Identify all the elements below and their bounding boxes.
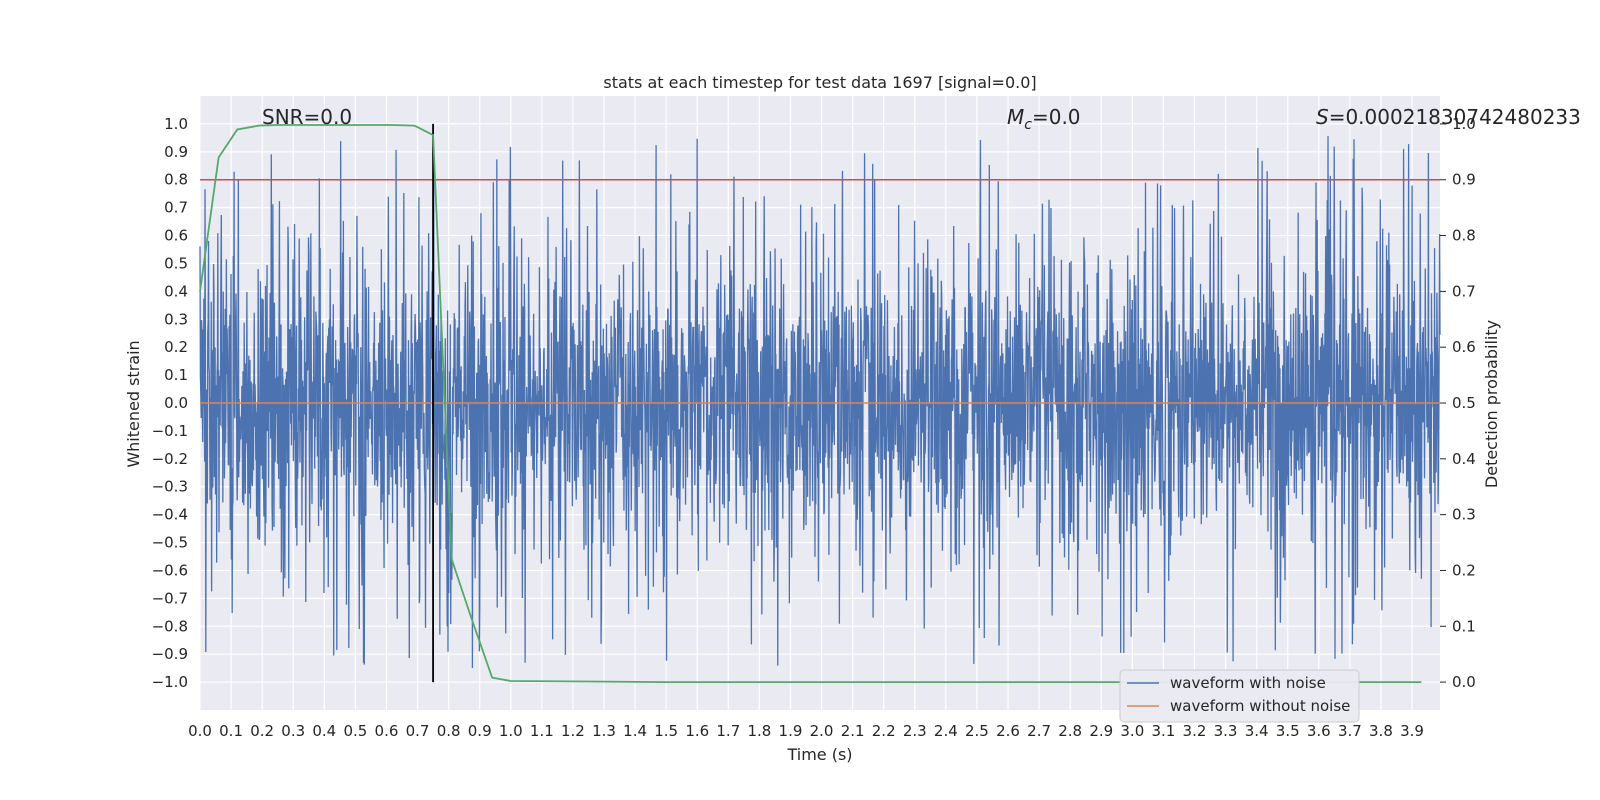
x-tick-label: 3.5 [1276, 722, 1300, 740]
y-tick-label: 0.3 [164, 310, 188, 328]
y2-tick-label: 1.0 [1452, 115, 1476, 133]
y-tick-label: 0.9 [164, 143, 188, 161]
x-tick-label: 1.6 [685, 722, 709, 740]
y-tick-label: −0.8 [152, 617, 188, 635]
y2-tick-label: 0.9 [1452, 171, 1476, 189]
mc-annotation: Mc=0.0 [1007, 105, 1081, 133]
mc-symbol: M [1007, 105, 1024, 129]
x-tick-label: 3.9 [1400, 722, 1424, 740]
series-detection-probability [199, 124, 1422, 683]
x-tick-label: 1.5 [654, 722, 678, 740]
x-tick-label: 2.9 [1089, 722, 1113, 740]
y-tick-label: 0.7 [164, 199, 188, 217]
x-tick-label: 1.4 [623, 722, 647, 740]
x-tick-label: 2.7 [1027, 722, 1051, 740]
legend-label-noise[interactable]: waveform with noise [1170, 674, 1326, 692]
y-tick-label: 0.0 [164, 394, 188, 412]
s-value: =0.00021830742480233 [1329, 105, 1581, 129]
s-annotation: S=0.00021830742480233 [1316, 105, 1581, 129]
y-tick-label: 0.6 [164, 227, 188, 245]
y2-tick-label: 0.7 [1452, 282, 1476, 300]
x-tick-label: 3.0 [1120, 722, 1144, 740]
y-tick-label: 0.5 [164, 254, 188, 272]
s-symbol: S [1316, 105, 1329, 129]
y-tick-label: 0.1 [164, 366, 188, 384]
x-tick-label: 0.5 [343, 722, 367, 740]
y-tick-label: 1.0 [164, 115, 188, 133]
x-tick-label: 0.1 [219, 722, 243, 740]
snr-annotation: SNR=0.0 [262, 105, 352, 129]
x-tick-label: 0.6 [375, 722, 399, 740]
x-tick-label: 1.0 [499, 722, 523, 740]
y2-tick-label: 0.6 [1452, 338, 1476, 356]
y2-axis-label: Detection probability [1482, 320, 1501, 488]
x-tick-label: 2.6 [996, 722, 1020, 740]
y-tick-label: −0.6 [152, 561, 188, 579]
y2-tick-label: 0.2 [1452, 561, 1476, 579]
x-tick-label: 0.8 [437, 722, 461, 740]
x-tick-label: 2.8 [1058, 722, 1082, 740]
y2-tick-label: 0.8 [1452, 227, 1476, 245]
x-tick-label: 0.4 [312, 722, 336, 740]
legend-box [1119, 669, 1360, 723]
x-tick-label: 2.5 [965, 722, 989, 740]
y-tick-label: −1.0 [152, 673, 188, 691]
x-tick-labels: 0.0 0.1 0.2 0.3 0.4 0.5 0.6 0.7 0.8 0.9 1.0 1.1 1.2 1… [188, 722, 1424, 740]
x-tick-label: 3.6 [1307, 722, 1331, 740]
mc-value: =0.0 [1032, 105, 1081, 129]
y2-tick-labels: 1.0 0.9 0.8 0.7 0.6 0.5 0.4 0.3 0.2 0.1 0.0 [1440, 115, 1476, 691]
y2-tick-label: 0.4 [1452, 450, 1476, 468]
series-waveform-with-noise [199, 136, 1441, 668]
mc-subscript: c [1024, 117, 1032, 133]
y2-tick-label: 0.3 [1452, 506, 1476, 524]
x-tick-label: 3.2 [1183, 722, 1207, 740]
x-tick-label: 0.3 [281, 722, 305, 740]
y2-tick-label: 0.5 [1452, 394, 1476, 412]
y-tick-label: 0.4 [164, 282, 188, 300]
x-tick-label: 0.0 [188, 722, 212, 740]
y-tick-label: −0.2 [152, 450, 188, 468]
x-tick-label: 3.1 [1151, 722, 1175, 740]
x-tick-label: 1.2 [561, 722, 585, 740]
chart-title: stats at each timestep for test data 169… [603, 73, 1036, 92]
x-axis-label: Time (s) [786, 745, 852, 764]
y-tick-label: −0.5 [152, 534, 188, 552]
x-tick-label: 2.2 [872, 722, 896, 740]
x-tick-label: 2.3 [903, 722, 927, 740]
y-tick-label: −0.4 [152, 506, 188, 524]
y-tick-label: −0.9 [152, 645, 188, 663]
y-tick-label: 0.2 [164, 338, 188, 356]
y-tick-label: −0.7 [152, 589, 188, 607]
y2-tick-label: 0.1 [1452, 617, 1476, 635]
y-tick-labels: 1.0 0.9 0.8 0.7 0.6 0.5 0.4 0.3 0.2 0.1 0.0 −0.1 −0.… [152, 115, 188, 691]
x-tick-label: 0.9 [468, 722, 492, 740]
x-tick-label: 2.4 [934, 722, 958, 740]
x-tick-label: 0.2 [250, 722, 274, 740]
x-tick-label: 1.7 [716, 722, 740, 740]
x-tick-label: 3.3 [1214, 722, 1238, 740]
x-tick-label: 3.7 [1338, 722, 1362, 740]
x-tick-label: 1.1 [530, 722, 554, 740]
x-tick-label: 3.8 [1369, 722, 1393, 740]
y-axis-label: Whitened strain [124, 340, 143, 467]
legend: waveform with noise waveform without noi… [1119, 669, 1360, 723]
x-tick-label: 1.8 [747, 722, 771, 740]
x-tick-label: 1.9 [779, 722, 803, 740]
legend-label-clean[interactable]: waveform without noise [1170, 697, 1350, 715]
x-tick-label: 2.0 [810, 722, 834, 740]
x-tick-label: 0.7 [406, 722, 430, 740]
y-tick-label: 0.8 [164, 171, 188, 189]
y-tick-label: −0.1 [152, 422, 188, 440]
plot-content [199, 123, 1441, 683]
x-tick-label: 3.4 [1245, 722, 1269, 740]
x-tick-label: 1.3 [592, 722, 616, 740]
y-tick-label: −0.3 [152, 478, 188, 496]
x-tick-label: 2.1 [841, 722, 865, 740]
y2-tick-label: 0.0 [1452, 673, 1476, 691]
